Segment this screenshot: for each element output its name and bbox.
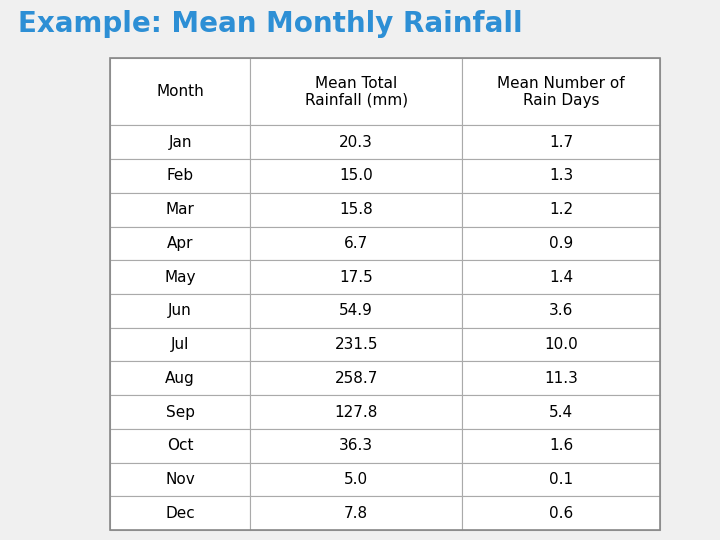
Text: Example: Mean Monthly Rainfall: Example: Mean Monthly Rainfall <box>18 10 523 38</box>
Text: 15.8: 15.8 <box>339 202 373 217</box>
Text: Sep: Sep <box>166 404 194 420</box>
Text: 3.6: 3.6 <box>549 303 573 319</box>
Text: 5.0: 5.0 <box>344 472 368 487</box>
Text: Jan: Jan <box>168 135 192 150</box>
Text: Feb: Feb <box>166 168 194 184</box>
Text: Nov: Nov <box>166 472 195 487</box>
Text: 5.4: 5.4 <box>549 404 573 420</box>
Text: 1.2: 1.2 <box>549 202 573 217</box>
Text: Aug: Aug <box>166 371 195 386</box>
Text: 20.3: 20.3 <box>339 135 373 150</box>
Text: 10.0: 10.0 <box>544 337 578 352</box>
Text: 7.8: 7.8 <box>344 505 368 521</box>
Text: 258.7: 258.7 <box>334 371 378 386</box>
Text: May: May <box>164 269 196 285</box>
Text: 54.9: 54.9 <box>339 303 373 319</box>
Text: Mean Total
Rainfall (mm): Mean Total Rainfall (mm) <box>305 76 408 108</box>
Text: 0.9: 0.9 <box>549 236 573 251</box>
Text: 231.5: 231.5 <box>334 337 378 352</box>
Text: Mar: Mar <box>166 202 194 217</box>
Text: 11.3: 11.3 <box>544 371 578 386</box>
Text: 1.6: 1.6 <box>549 438 573 453</box>
Text: 15.0: 15.0 <box>339 168 373 184</box>
Text: 6.7: 6.7 <box>344 236 368 251</box>
Text: Jul: Jul <box>171 337 189 352</box>
Text: Month: Month <box>156 84 204 99</box>
Text: Dec: Dec <box>166 505 195 521</box>
Text: Oct: Oct <box>167 438 194 453</box>
Text: Mean Number of
Rain Days: Mean Number of Rain Days <box>498 76 625 108</box>
Text: 36.3: 36.3 <box>339 438 373 453</box>
Text: 127.8: 127.8 <box>334 404 378 420</box>
Text: 1.3: 1.3 <box>549 168 573 184</box>
Text: 0.6: 0.6 <box>549 505 573 521</box>
Text: 1.4: 1.4 <box>549 269 573 285</box>
Text: 1.7: 1.7 <box>549 135 573 150</box>
Text: 17.5: 17.5 <box>339 269 373 285</box>
Text: Jun: Jun <box>168 303 192 319</box>
Text: Apr: Apr <box>167 236 194 251</box>
Text: 0.1: 0.1 <box>549 472 573 487</box>
